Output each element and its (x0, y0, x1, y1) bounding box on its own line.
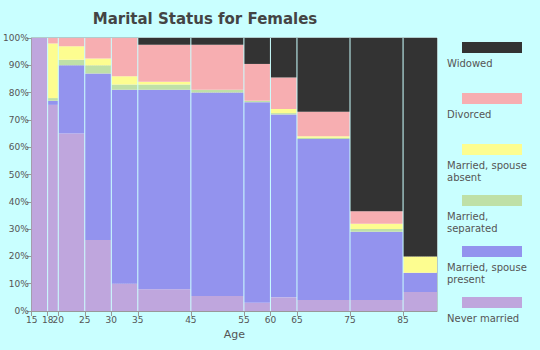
svg-text:55: 55 (238, 315, 249, 325)
svg-text:50%: 50% (9, 170, 29, 180)
svg-text:Widowed: Widowed (447, 58, 493, 69)
svg-text:18: 18 (41, 314, 54, 325)
svg-text:Married,: Married, (447, 211, 491, 222)
svg-text:45: 45 (185, 315, 196, 325)
svg-text:30: 30 (106, 315, 118, 325)
svg-text:90%: 90% (9, 60, 29, 70)
svg-text:25: 25 (79, 315, 90, 325)
svg-text:Divorced: Divorced (447, 109, 491, 120)
svg-text:Married, spouse: Married, spouse (447, 160, 530, 171)
svg-text:15: 15 (26, 315, 37, 325)
svg-text:65: 65 (291, 315, 302, 325)
svg-text:20%: 20% (9, 251, 29, 261)
svg-text:70%: 70% (9, 115, 29, 125)
svg-text:0%: 0% (14, 306, 29, 316)
svg-text:85: 85 (397, 315, 408, 325)
svg-text:Age: Age (224, 328, 246, 341)
svg-text:60: 60 (265, 315, 277, 325)
svg-text:absent: absent (447, 172, 481, 183)
svg-text:Never married: Never married (447, 313, 519, 324)
svg-text:Married, spouse: Married, spouse (447, 262, 530, 273)
svg-text:30%: 30% (9, 224, 29, 234)
svg-text:75: 75 (344, 315, 355, 325)
svg-text:100%: 100% (3, 33, 29, 43)
svg-text:Marital Status for Females: Marital Status for Females (93, 10, 318, 28)
svg-text:60%: 60% (9, 142, 29, 152)
svg-text:80%: 80% (9, 88, 29, 98)
svg-text:35: 35 (132, 315, 143, 325)
svg-text:20: 20 (53, 315, 65, 325)
svg-text:present: present (447, 274, 485, 285)
svg-text:10%: 10% (9, 279, 29, 289)
svg-text:separated: separated (447, 223, 498, 234)
svg-text:40%: 40% (9, 197, 29, 207)
